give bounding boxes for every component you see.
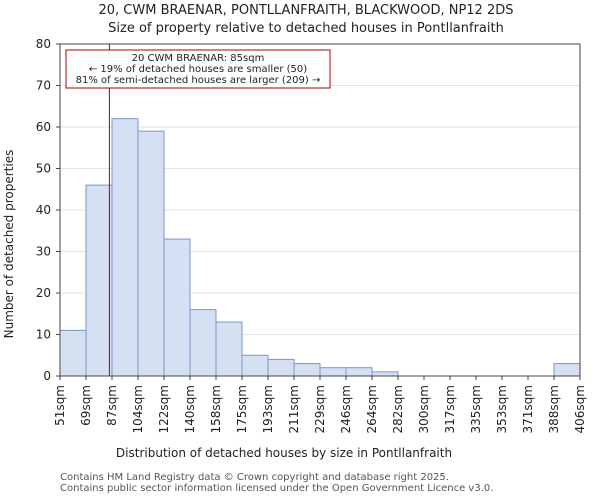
x-tick-label: 282sqm — [391, 385, 405, 433]
x-tick-label: 69sqm — [79, 385, 93, 426]
histogram-chart: 20, CWM BRAENAR, PONTLLANFRAITH, BLACKWO… — [2, 3, 587, 460]
y-axis-ticks: 0 10 20 30 40 50 60 70 80 — [36, 37, 60, 383]
footer-line-2: Contains public sector information licen… — [60, 483, 494, 494]
x-tick-label: 388sqm — [547, 385, 561, 433]
y-tick-label: 60 — [36, 120, 51, 134]
histogram-bar — [163, 238, 191, 377]
chart-title: 20, CWM BRAENAR, PONTLLANFRAITH, BLACKWO… — [99, 3, 514, 18]
y-tick-label: 20 — [36, 286, 51, 300]
x-tick-label: 211sqm — [287, 385, 301, 433]
bars — [59, 118, 581, 377]
y-tick-label: 0 — [43, 369, 51, 383]
x-tick-label: 158sqm — [209, 385, 223, 433]
annotation-line-1: 20 CWM BRAENAR: 85sqm — [132, 53, 265, 64]
y-tick-label: 40 — [36, 203, 51, 217]
histogram-bar — [215, 321, 243, 377]
histogram-bar — [553, 363, 581, 377]
y-axis-label: Number of detached properties — [2, 150, 16, 339]
y-tick-label: 50 — [36, 162, 51, 176]
annotation-line-2: ← 19% of detached houses are smaller (50… — [89, 64, 307, 75]
y-tick-label: 70 — [36, 79, 51, 93]
x-tick-label: 335sqm — [469, 385, 483, 433]
histogram-bar — [189, 309, 217, 377]
chart-subtitle: Size of property relative to detached ho… — [108, 21, 504, 36]
histogram-bar — [241, 354, 269, 377]
y-tick-label: 10 — [36, 328, 51, 342]
x-tick-label: 104sqm — [131, 385, 145, 433]
x-tick-label: 175sqm — [235, 385, 249, 433]
x-tick-label: 300sqm — [417, 385, 431, 433]
x-tick-label: 353sqm — [495, 385, 509, 433]
x-axis-label: Distribution of detached houses by size … — [116, 446, 452, 460]
footer-line-1: Contains HM Land Registry data © Crown c… — [60, 472, 449, 483]
x-tick-label: 371sqm — [521, 385, 535, 433]
x-tick-label: 193sqm — [261, 385, 275, 433]
plot-frame — [59, 43, 581, 377]
x-tick-label: 140sqm — [183, 385, 197, 433]
histogram-bar — [137, 130, 165, 377]
x-axis-ticks: 51sqm 69sqm 87sqm 104sqm 122sqm 140sqm 158sqm 1… — [53, 376, 587, 433]
annotation-box: 20 CWM BRAENAR: 85sqm ← 19% of detached … — [65, 49, 331, 89]
x-tick-label: 87sqm — [105, 385, 119, 426]
histogram-bar — [85, 184, 113, 377]
histogram-bar — [293, 363, 321, 377]
x-tick-label: 246sqm — [339, 385, 353, 433]
histogram-bar — [267, 358, 295, 377]
histogram-bar — [345, 367, 373, 377]
x-tick-label: 51sqm — [53, 385, 67, 426]
x-tick-label: 406sqm — [573, 385, 587, 433]
y-tick-label: 80 — [36, 37, 51, 51]
y-tick-label: 30 — [36, 245, 51, 259]
annotation-line-3: 81% of semi-detached houses are larger (… — [76, 75, 321, 86]
x-tick-label: 122sqm — [157, 385, 171, 433]
annotation-border — [65, 49, 331, 89]
histogram-bar — [319, 367, 347, 377]
histogram-bar — [111, 118, 139, 377]
x-tick-label: 229sqm — [313, 385, 327, 433]
histogram-bar — [371, 371, 399, 377]
x-tick-label: 317sqm — [443, 385, 457, 433]
x-tick-label: 264sqm — [365, 385, 379, 433]
histogram-bar — [59, 329, 87, 377]
